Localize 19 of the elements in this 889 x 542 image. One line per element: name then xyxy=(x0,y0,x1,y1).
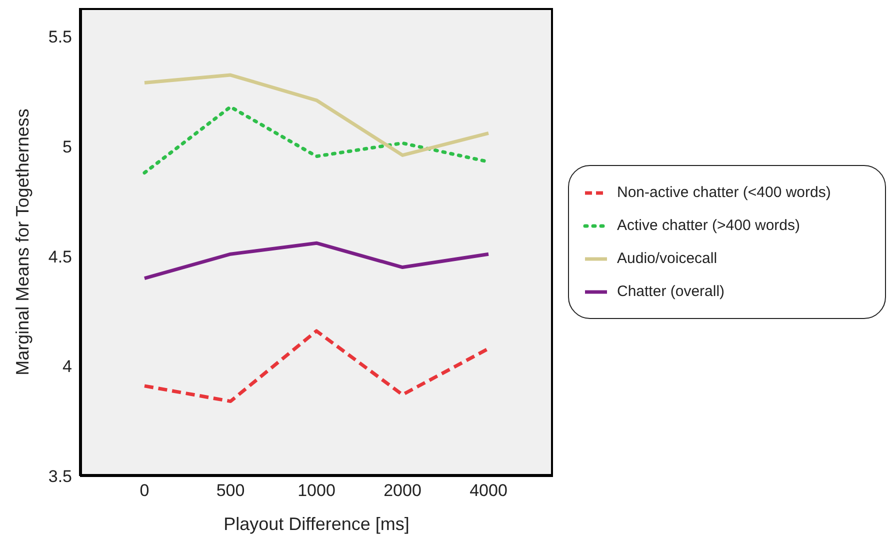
y-tick-label: 4.5 xyxy=(48,247,72,266)
y-tick-label: 4 xyxy=(62,357,72,376)
y-axis-title: Marginal Means for Togetherness xyxy=(12,108,32,376)
x-tick-label: 1000 xyxy=(298,481,336,500)
y-tick-label: 3.5 xyxy=(48,467,72,486)
x-axis-title: Playout Difference [ms] xyxy=(224,514,410,534)
legend-label: Active chatter (>400 words) xyxy=(617,217,800,234)
line-series xyxy=(142,329,490,404)
x-tick-label: 4000 xyxy=(470,481,508,500)
x-tick-label: 500 xyxy=(216,481,245,500)
x-tick-label: 2000 xyxy=(384,481,422,500)
y-tick-label: 5.5 xyxy=(48,28,72,47)
legend-label: Non-active chatter (<400 words) xyxy=(617,184,831,201)
y-tick-label: 5 xyxy=(62,137,72,156)
line-series xyxy=(142,241,490,280)
x-tick-label: 0 xyxy=(140,481,150,500)
legend-label: Audio/voicecall xyxy=(617,250,718,267)
legend-label: Chatter (overall) xyxy=(617,283,725,300)
line-series xyxy=(142,73,490,157)
